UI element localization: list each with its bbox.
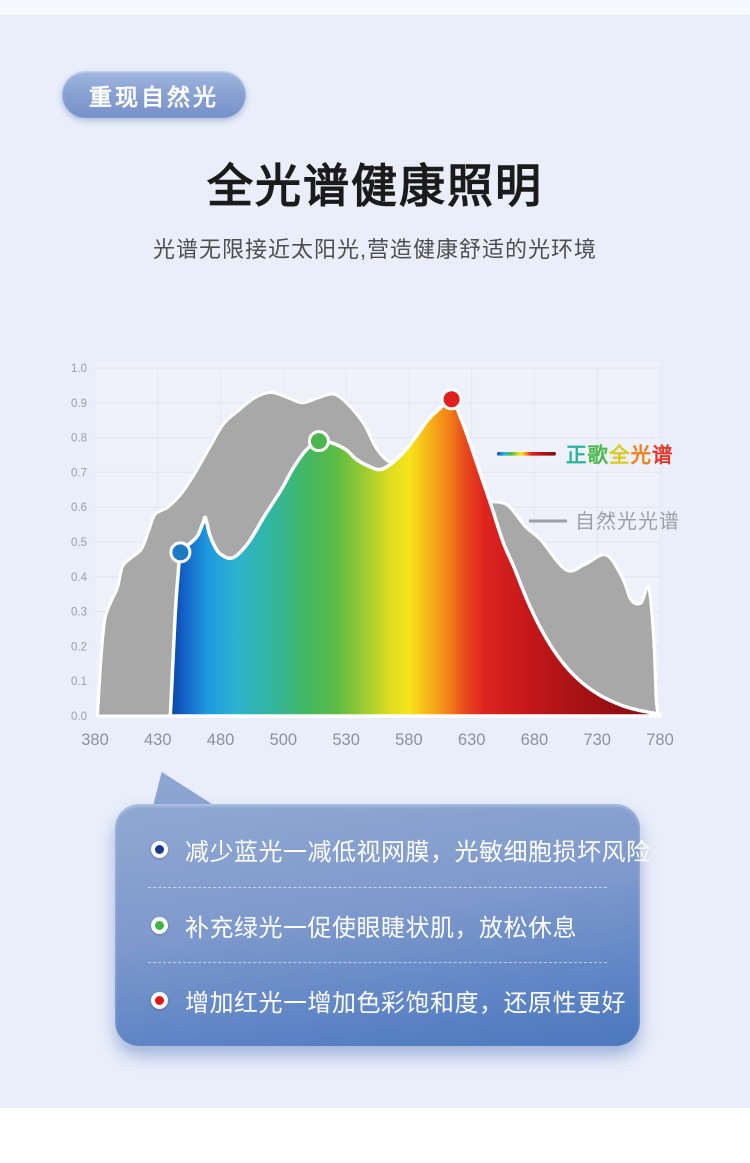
y-tick-label: 0.3 — [71, 607, 87, 619]
blue-bullet-core — [155, 844, 164, 854]
y-tick-label: 0.9 — [71, 398, 87, 410]
callout-item-blue-light: 减少蓝光一减低视网膜，光敏细胞损坏风险 — [145, 812, 650, 887]
callout-text: 减少蓝光一减低视网膜，光敏细胞损坏风险 — [185, 838, 651, 866]
callout-item-red-light: 增加红光一增加色彩饱和度，还原性更好 — [145, 963, 626, 1038]
x-tick-label: 730 — [583, 731, 611, 749]
green-bullet-icon — [151, 916, 168, 934]
x-axis-labels: 380 430 480 500 530 580 630 680 730 780 — [81, 731, 674, 749]
y-tick-label: 0.2 — [71, 641, 87, 653]
top-strip — [0, 0, 750, 15]
legend-char: 正 — [566, 444, 588, 467]
legend-char: 歌 — [588, 444, 610, 467]
dashed-divider — [148, 886, 607, 888]
spectrum-chart: 0.0 0.1 0.2 0.3 0.4 0.5 0.6 0.7 0.8 0.9 1.0 380 430… — [71, 362, 680, 749]
x-tick-label: 780 — [646, 731, 674, 749]
callout-text: 增加红光一增加色彩饱和度，还原性更好 — [185, 990, 626, 1018]
x-tick-label: 480 — [207, 731, 235, 749]
y-tick-label: 0.8 — [71, 433, 87, 445]
x-tick-label: 680 — [521, 731, 549, 749]
natural-legend-label: 自然光光谱 — [575, 510, 680, 533]
callout-text: 补充绿光一促使眼睫状肌，放松休息 — [185, 914, 577, 942]
x-tick-label: 430 — [144, 731, 172, 749]
y-tick-label: 0.7 — [71, 467, 87, 479]
callout-item-green-light: 补充绿光一促使眼睫状肌，放松休息 — [145, 888, 610, 963]
x-tick-label: 380 — [81, 731, 109, 749]
green-bullet-core — [155, 920, 164, 930]
legend-char: 谱 — [652, 443, 674, 467]
y-tick-label: 0.0 — [71, 711, 87, 723]
full-spectrum-legend-label: 正歌全光谱 — [566, 443, 674, 467]
red-bullet-icon — [151, 992, 168, 1010]
page-title: 全光谱健康照明 — [207, 160, 543, 212]
red-bullet-core — [155, 996, 164, 1006]
bottom-strip — [0, 1108, 750, 1163]
y-tick-label: 1.0 — [71, 363, 87, 375]
badge-label: 重现自然光 — [89, 83, 219, 110]
blue-point-marker — [169, 541, 192, 564]
blue-bullet-icon — [151, 840, 168, 858]
y-tick-label: 0.6 — [71, 502, 87, 514]
x-tick-label: 580 — [395, 731, 423, 749]
x-tick-label: 630 — [458, 731, 486, 749]
red-point-marker — [440, 388, 463, 411]
y-axis-labels: 0.0 0.1 0.2 0.3 0.4 0.5 0.6 0.7 0.8 0.9 1.0 — [71, 363, 88, 723]
full-spectrum-legend-line — [497, 452, 556, 456]
green-point-marker — [307, 430, 330, 453]
full-spectrum-area — [168, 397, 662, 718]
callout-pointer — [153, 772, 215, 806]
page-subtitle: 光谱无限接近太阳光,营造健康舒适的光环境 — [152, 237, 598, 262]
x-tick-label: 500 — [270, 731, 298, 749]
y-tick-label: 0.1 — [71, 676, 87, 688]
callout-bubble: 减少蓝光一减低视网膜，光敏细胞损坏风险 补充绿光一促使眼睫状肌，放松休息 增加红… — [115, 804, 650, 1046]
legend-char: 光 — [630, 443, 653, 467]
dashed-divider — [148, 962, 607, 964]
x-tick-label: 530 — [332, 731, 360, 749]
legend-char: 全 — [608, 443, 631, 467]
y-tick-label: 0.4 — [71, 572, 88, 584]
highlight-point-markers — [169, 388, 463, 564]
natural-light-badge: 重现自然光 — [62, 71, 246, 118]
y-tick-label: 0.5 — [71, 537, 87, 549]
